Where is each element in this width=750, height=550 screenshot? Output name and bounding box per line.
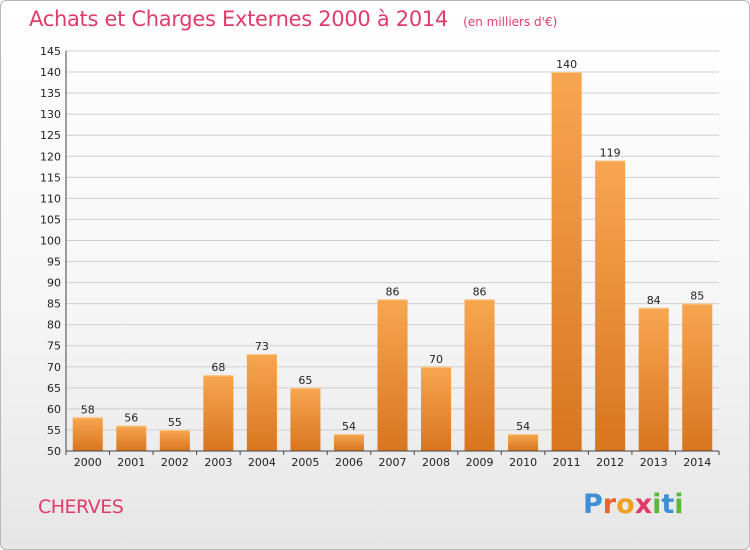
y-tick-label: 105 — [40, 213, 61, 226]
data-label: 56 — [124, 412, 138, 425]
data-label: 86 — [386, 285, 400, 298]
bar — [638, 307, 669, 451]
x-tick-label: 2001 — [117, 456, 145, 469]
bar — [72, 417, 103, 451]
chart-title-block: Achats et Charges Externes 2000 à 2014 (… — [29, 7, 557, 31]
data-label: 119 — [600, 146, 621, 159]
bar — [290, 387, 321, 451]
y-tick-label: 65 — [47, 382, 61, 395]
data-label: 58 — [81, 403, 95, 416]
x-tick-label: 2007 — [379, 456, 407, 469]
y-tick-label: 95 — [47, 256, 61, 269]
commune-name: CHERVES — [38, 496, 124, 518]
y-tick-label: 55 — [47, 424, 61, 437]
x-tick-label: 2010 — [509, 456, 537, 469]
x-tick-label: 2009 — [466, 456, 494, 469]
data-label: 54 — [516, 420, 530, 433]
x-tick-label: 2005 — [291, 456, 319, 469]
x-tick-label: 2011 — [553, 456, 581, 469]
data-label: 65 — [298, 374, 312, 387]
bar — [421, 366, 452, 451]
logo-letter: t — [661, 489, 675, 520]
bar — [551, 72, 582, 451]
bar — [377, 299, 408, 451]
logo-letter: i — [652, 489, 662, 520]
y-tick-label: 80 — [47, 319, 61, 332]
bars: 58 56 55 68 73 65 54 86 70 86 54 140 119 84 85 — [72, 58, 713, 451]
logo-letter: i — [674, 489, 684, 520]
data-label: 68 — [211, 361, 225, 374]
x-tick-label: 2003 — [204, 456, 232, 469]
logo-letter: r — [602, 489, 617, 520]
bar — [203, 375, 234, 451]
bar — [682, 303, 713, 451]
y-tick-label: 145 — [40, 45, 61, 58]
x-tick-label: 2008 — [422, 456, 450, 469]
y-tick-label: 70 — [47, 361, 61, 374]
y-tick-label: 110 — [40, 192, 61, 205]
data-label: 70 — [429, 353, 443, 366]
y-tick-label: 140 — [40, 66, 61, 79]
data-label: 85 — [690, 290, 704, 303]
data-label: 73 — [255, 340, 269, 353]
logo-letter: o — [616, 489, 635, 520]
bar — [508, 434, 539, 451]
y-tick-label: 100 — [40, 234, 61, 247]
x-tick-label: 2012 — [596, 456, 624, 469]
data-label: 55 — [168, 416, 182, 429]
logo-letter: P — [583, 489, 603, 520]
x-tick-label: 2002 — [161, 456, 189, 469]
y-tick-label: 85 — [47, 298, 61, 311]
y-tick-label: 125 — [40, 129, 61, 142]
y-tick-label: 115 — [40, 171, 61, 184]
x-tick-label: 2013 — [640, 456, 668, 469]
bar — [464, 299, 495, 451]
x-tick-label: 2004 — [248, 456, 276, 469]
chart-subtitle: (en milliers d'€) — [463, 15, 558, 29]
y-tick-label: 135 — [40, 87, 61, 100]
y-tick-label: 130 — [40, 108, 61, 121]
x-tick-label: 2014 — [683, 456, 711, 469]
bar — [595, 160, 626, 451]
data-label: 86 — [473, 285, 487, 298]
y-tick-label: 50 — [47, 445, 61, 458]
y-tick-label: 75 — [47, 340, 61, 353]
logo-letter: x — [634, 489, 653, 520]
axes: 50 55 60 65 70 75 80 85 90 95 100 105 110 115 120 125 13… — [40, 45, 720, 469]
chart-title: Achats et Charges Externes 2000 à 2014 — [29, 7, 449, 31]
x-tick-label: 2000 — [74, 456, 102, 469]
y-tick-label: 120 — [40, 150, 61, 163]
bar — [333, 434, 364, 451]
y-tick-label: 90 — [47, 277, 61, 290]
bar — [246, 354, 277, 451]
proxiti-logo[interactable]: Proxiti — [583, 489, 684, 520]
x-tick-label: 2006 — [335, 456, 363, 469]
data-label: 140 — [556, 58, 577, 71]
data-label: 54 — [342, 420, 356, 433]
bar — [159, 429, 190, 451]
data-label: 84 — [647, 294, 661, 307]
bar — [116, 425, 147, 451]
y-tick-label: 60 — [47, 403, 61, 416]
